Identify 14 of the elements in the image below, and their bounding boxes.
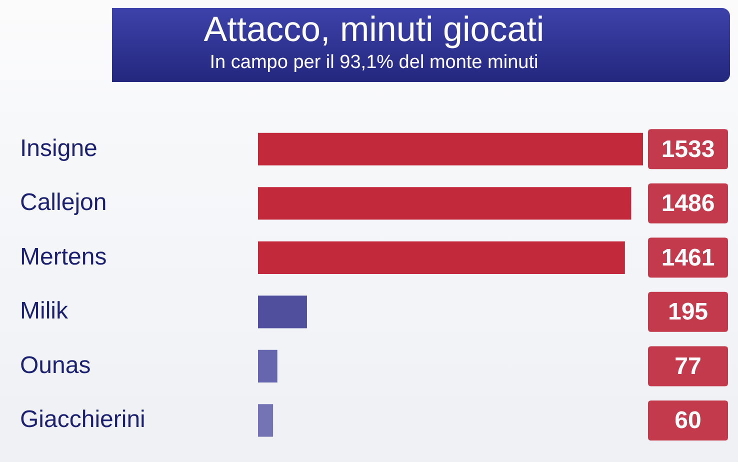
- y-tick-label: Callejon: [20, 189, 107, 216]
- chart-subtitle: In campo per il 93,1% del monte minuti: [208, 52, 540, 74]
- y-tick-label: Mertens: [20, 243, 107, 270]
- data-label: 60: [674, 407, 702, 434]
- data-label: 1486: [661, 190, 715, 218]
- chart-title: Attacco, minuti giocati: [202, 10, 546, 50]
- y-tick-label: Milik: [20, 298, 69, 325]
- y-tick-label: Giacchierini: [20, 406, 146, 434]
- y-tick-label: Ounas: [20, 352, 91, 379]
- data-label: 195: [668, 298, 708, 326]
- data-label: 1461: [661, 244, 715, 272]
- data-label: 1533: [661, 136, 715, 163]
- y-tick-label: Insigne: [20, 134, 98, 162]
- data-label: 77: [674, 352, 702, 380]
